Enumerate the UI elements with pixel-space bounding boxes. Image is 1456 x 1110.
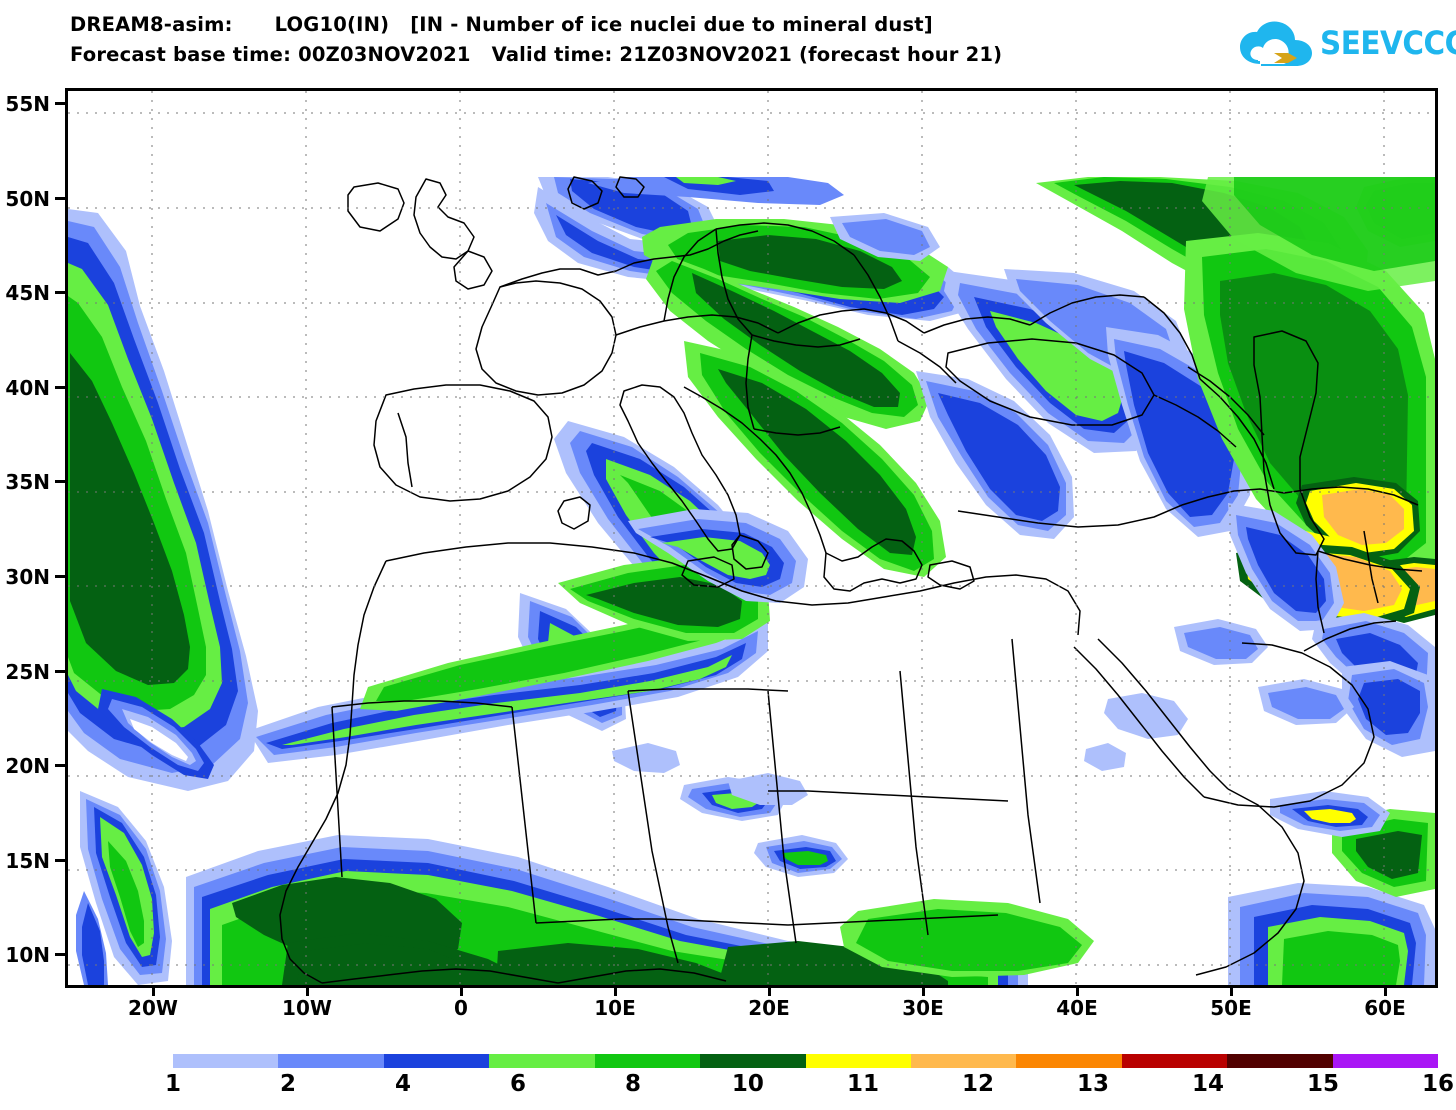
x-axis-tick	[614, 985, 617, 996]
y-axis-tick	[55, 953, 67, 956]
contour-field	[68, 177, 1435, 985]
x-axis-tick-label: 20E	[748, 996, 790, 1020]
x-axis-tick-label: 0	[454, 996, 468, 1020]
colorbar-tick-label: 13	[1077, 1071, 1110, 1097]
x-axis-tick-label: 20W	[128, 996, 178, 1020]
colorbar-tick-label: 8	[624, 1071, 641, 1097]
x-axis-tick-label: 10E	[594, 996, 636, 1020]
y-axis-tick	[55, 764, 67, 767]
x-axis-tick	[306, 985, 309, 996]
colorbar-band-16-plus	[1332, 1054, 1439, 1068]
x-axis-tick	[1076, 985, 1079, 996]
colorbar-tick-label: 15	[1306, 1071, 1340, 1097]
x-axis-tick-label: 50E	[1210, 996, 1252, 1020]
y-axis-tick	[55, 386, 67, 389]
colorbar-band-1-2	[173, 1054, 279, 1068]
y-axis-tick-label: 30N	[5, 565, 50, 589]
x-axis-tick	[768, 985, 771, 996]
x-axis-tick-label: 40E	[1056, 996, 1098, 1020]
colorbar-tick-label: 16	[1421, 1071, 1455, 1097]
colorbar-strip	[173, 1054, 1439, 1068]
y-axis-tick-label: 55N	[5, 92, 50, 116]
header-title-line: DREAM8-asim: LOG10(IN) [IN - Number of i…	[70, 13, 933, 36]
y-axis-tick-label: 10N	[5, 943, 50, 967]
map-plot-area: 55N 50N 45N 40N 35N 30N 25N 20N 15N 10N 20W 10W 0 10…	[0, 80, 1456, 1020]
x-axis-tick	[1384, 985, 1387, 996]
y-axis-tick	[55, 480, 67, 483]
y-axis-tick	[55, 291, 67, 294]
colorbar-band-14-15	[1121, 1054, 1228, 1068]
y-axis-tick	[55, 859, 67, 862]
seevccc-logo: SEEVCCC	[1238, 18, 1456, 72]
x-axis-tick	[460, 985, 463, 996]
y-axis-tick-label: 35N	[5, 470, 50, 494]
y-axis-tick	[55, 197, 67, 200]
y-axis-tick-label: 20N	[5, 754, 50, 778]
colorbar-tick-label: 11	[847, 1071, 880, 1097]
y-axis-tick-label: 25N	[5, 660, 50, 684]
cloud-icon	[1240, 21, 1312, 66]
colorbar-band-8-10	[594, 1054, 701, 1068]
colorbar-tick-label: 2	[279, 1071, 296, 1097]
colorbar-tick-label: 12	[962, 1071, 995, 1097]
colorbar: 1 2 4 6 8 10 11 12 13 14 15 16	[0, 1040, 1456, 1110]
colorbar-tick-label: 1	[164, 1071, 182, 1097]
colorbar-band-4-6	[383, 1054, 490, 1068]
colorbar-band-11-12	[805, 1054, 911, 1068]
x-axis-tick-label: 30E	[902, 996, 944, 1020]
colorbar-tick-label: 10	[731, 1071, 764, 1097]
x-axis-tick-label: 60E	[1364, 996, 1406, 1020]
logo-text: SEEVCCC	[1320, 24, 1456, 62]
x-axis-tick	[922, 985, 925, 996]
colorbar-band-15-16	[1227, 1054, 1333, 1068]
x-axis-tick	[152, 985, 155, 996]
colorbar-tick-label: 6	[509, 1071, 526, 1097]
colorbar-band-12-13	[910, 1054, 1017, 1068]
y-axis-tick-label: 50N	[5, 187, 50, 211]
y-axis-tick	[55, 670, 67, 673]
colorbar-tick-label: 4	[394, 1071, 411, 1097]
y-axis-tick-label: 40N	[5, 376, 50, 400]
colorbar-band-10-11	[700, 1054, 806, 1068]
colorbar-band-2-4	[278, 1054, 384, 1068]
coastlines-layer	[279, 176, 1423, 984]
x-axis-tick-label: 10W	[282, 996, 332, 1020]
y-axis-tick	[55, 575, 67, 578]
y-axis-tick	[55, 102, 67, 105]
colorbar-band-13-14	[1016, 1054, 1122, 1068]
dust-concentration-map	[68, 91, 1435, 985]
header: DREAM8-asim: LOG10(IN) [IN - Number of i…	[0, 0, 1456, 80]
x-axis-tick	[1230, 985, 1233, 996]
map-frame	[65, 88, 1438, 988]
colorbar-tick-label: 14	[1192, 1071, 1225, 1097]
y-axis-tick-label: 45N	[5, 281, 50, 305]
header-time-line: Forecast base time: 00Z03NOV2021 Valid t…	[70, 43, 1003, 66]
y-axis-tick-label: 15N	[5, 849, 50, 873]
colorbar-band-6-8	[489, 1054, 595, 1068]
